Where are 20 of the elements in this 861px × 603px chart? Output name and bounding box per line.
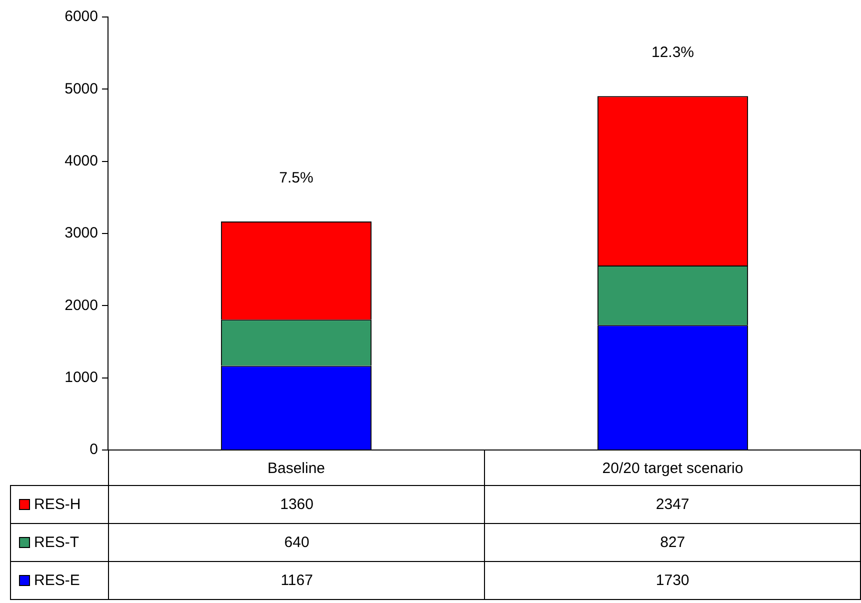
y-tick-label: 1000 (64, 368, 98, 386)
legend-label: RES-T (10, 523, 109, 561)
data-label: 1360 (108, 485, 485, 523)
y-tick-label: 6000 (64, 8, 98, 26)
x-tick-label: Baseline (267, 460, 326, 478)
data-label: 640 (108, 523, 485, 561)
data-label: 1167 (108, 561, 485, 599)
legend-label: RES-E (10, 561, 109, 599)
annotation: 12.3% (651, 44, 694, 62)
data-label: 2347 (484, 485, 860, 523)
y-tick-label: 5000 (64, 80, 98, 98)
y-tick-label: 3000 (64, 224, 98, 242)
y-tick-label: 2000 (64, 296, 98, 314)
y-tick-label: 0 (90, 441, 98, 458)
legend-label: RES-H (10, 485, 109, 523)
y-tick-label: 4000 (64, 152, 98, 170)
data-label: 1730 (484, 561, 860, 599)
annotation: 7.5% (279, 170, 314, 187)
data-label: 827 (484, 523, 860, 561)
x-tick-label: 20/20 target scenario (602, 460, 744, 478)
